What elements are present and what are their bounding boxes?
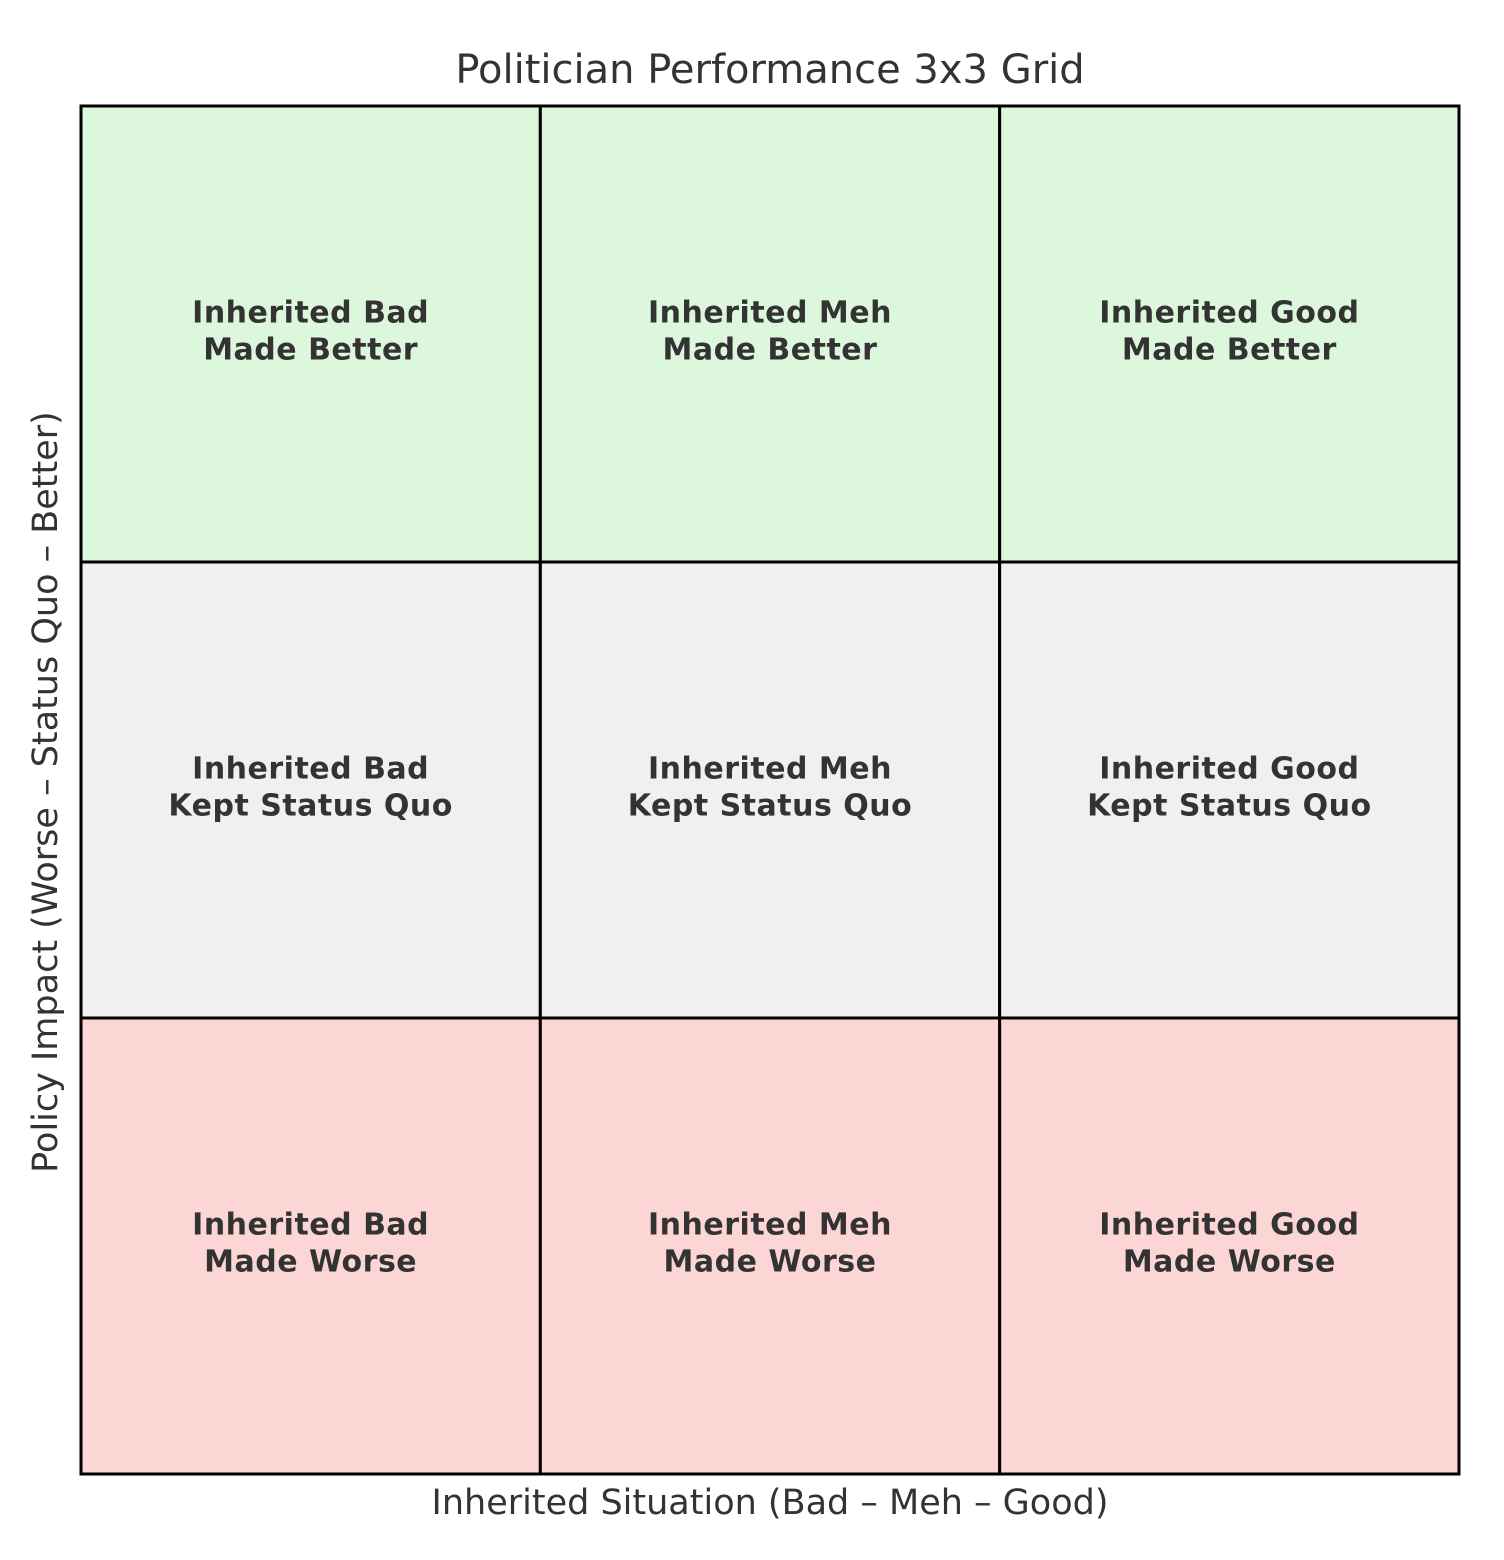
cell	[998, 1016, 1461, 1476]
cell-label: Made Better	[1122, 333, 1337, 368]
x-axis-label: Inherited Situation (Bad – Meh – Good)	[432, 1483, 1109, 1523]
cell-label: Made Better	[203, 333, 418, 368]
cell	[538, 104, 1002, 564]
cell-label: Kept Status Quo	[628, 789, 913, 824]
cell-label: Kept Status Quo	[168, 789, 453, 824]
cell-label: Made Worse	[204, 1245, 417, 1280]
cell-label: Made Worse	[664, 1245, 877, 1280]
cell-label: Made Better	[663, 333, 878, 368]
cell	[79, 560, 542, 1020]
cell-label: Inherited Good	[1099, 1208, 1359, 1243]
cell	[79, 104, 542, 564]
cell-label: Inherited Good	[1099, 752, 1359, 787]
cell-label: Made Worse	[1123, 1245, 1336, 1280]
cell	[79, 1016, 542, 1476]
cell-label: Inherited Bad	[192, 296, 429, 331]
cell	[998, 104, 1461, 564]
cell-label: Inherited Meh	[648, 1208, 892, 1243]
cell-label: Inherited Bad	[192, 1208, 429, 1243]
cell	[538, 1016, 1002, 1476]
cell-label: Inherited Meh	[648, 296, 892, 331]
y-axis-label: Policy Impact (Worse – Status Quo – Bett…	[26, 411, 66, 1173]
cell-label: Inherited Meh	[648, 752, 892, 787]
cell-label: Kept Status Quo	[1087, 789, 1372, 824]
cell	[538, 560, 1002, 1020]
cell-label: Inherited Bad	[192, 752, 429, 787]
cell	[998, 560, 1461, 1020]
cell-label: Inherited Good	[1099, 296, 1359, 331]
title: Politician Performance 3x3 Grid	[455, 47, 1084, 93]
